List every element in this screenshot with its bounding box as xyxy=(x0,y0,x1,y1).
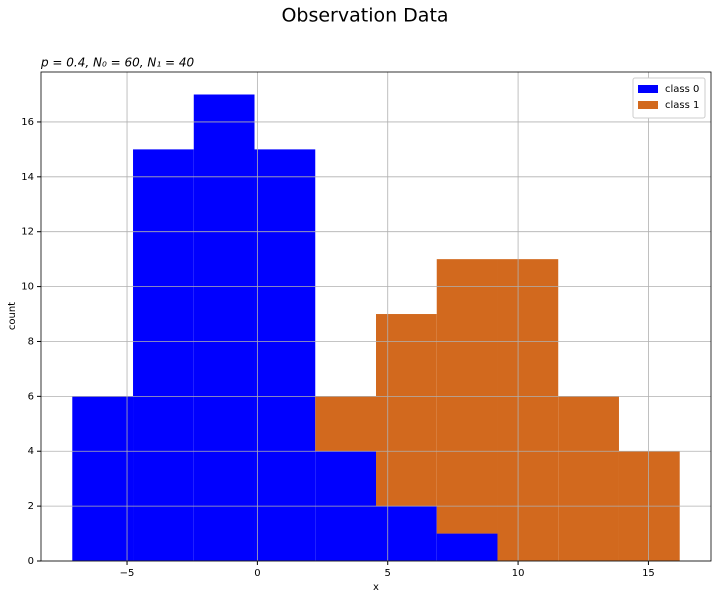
y-tick-label: 8 xyxy=(28,336,34,347)
legend-swatch xyxy=(638,101,658,109)
x-tick-label: 0 xyxy=(254,568,260,579)
x-tick-label: 10 xyxy=(512,568,525,579)
y-tick-label: 4 xyxy=(28,446,34,457)
chart-title: Observation Data xyxy=(281,5,448,27)
bar xyxy=(72,396,134,561)
y-tick-label: 6 xyxy=(28,391,34,402)
x-tick-label: −5 xyxy=(120,568,135,579)
y-tick-label: 16 xyxy=(21,117,34,128)
y-tick-label: 2 xyxy=(28,501,34,512)
bar xyxy=(376,506,437,561)
y-tick-label: 10 xyxy=(21,282,34,293)
bar xyxy=(133,149,194,561)
bar xyxy=(558,396,619,561)
bar xyxy=(436,533,498,561)
axes-frame xyxy=(40,71,712,562)
bar xyxy=(315,396,376,452)
bar xyxy=(497,259,559,561)
legend-swatch xyxy=(638,85,658,93)
y-tick-label: 14 xyxy=(21,172,34,183)
legend-label: class 1 xyxy=(665,100,699,111)
y-tick-label: 0 xyxy=(28,556,34,567)
x-tick-label: 15 xyxy=(642,568,655,579)
bar xyxy=(376,314,437,507)
x-tick-label: 5 xyxy=(385,568,391,579)
legend-label: class 0 xyxy=(665,84,699,95)
y-axis-label: count xyxy=(7,302,18,330)
chart-subtitle: p = 0.4, N₀ = 60, N₁ = 40 xyxy=(40,56,194,70)
y-tick-label: 12 xyxy=(21,227,34,238)
bar xyxy=(193,94,255,562)
x-axis-label: x xyxy=(373,582,379,593)
bar xyxy=(254,149,316,561)
